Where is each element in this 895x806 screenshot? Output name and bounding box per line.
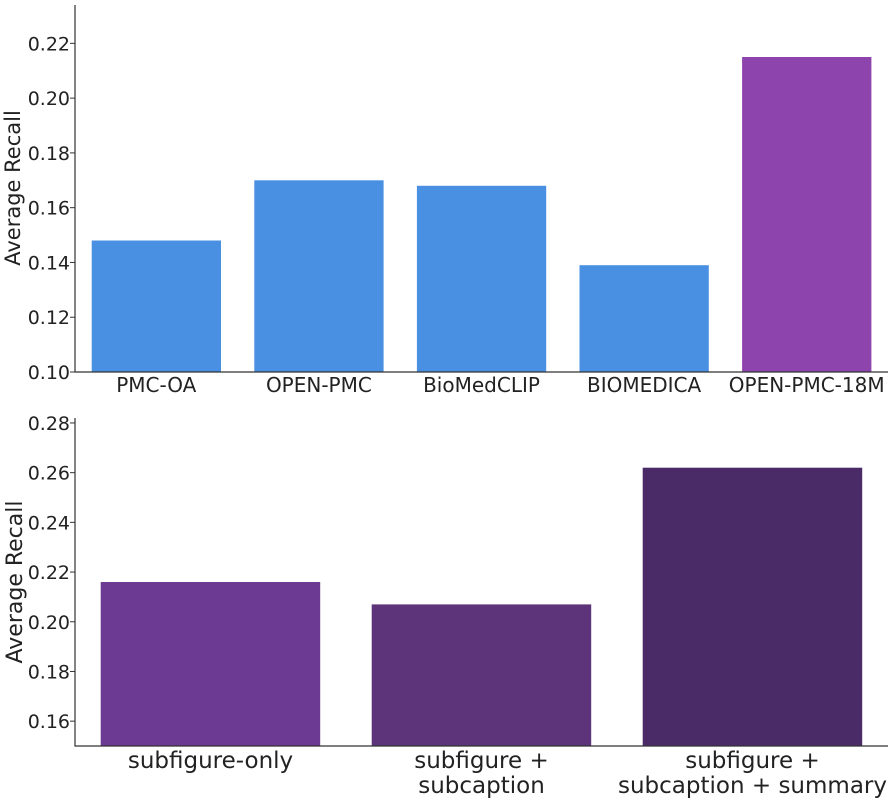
bar-subfigure-subcaption [371, 604, 592, 746]
y-tick-label: 0.16 [28, 198, 70, 220]
x-tick-label: subfigure-only [128, 748, 293, 774]
y-tick-label: 0.18 [28, 661, 70, 683]
bar-biomedclip [416, 185, 547, 372]
y-axis-label: Average Recall [1, 110, 25, 266]
y-tick-label: 0.10 [28, 362, 70, 384]
recall-by-dataset-chart: 0.10 0.12 0.14 0.16 0.18 0.20 0.22 PMC-OA OPEN-P… [1, 5, 888, 397]
y-axis-label: Average Recall [3, 501, 28, 664]
y-tick-label: 0.20 [28, 88, 70, 110]
x-tick-label: BIOMEDICA [587, 373, 702, 397]
y-tick-label: 0.28 [28, 413, 70, 435]
recall-by-input-chart: 0.16 0.18 0.20 0.22 0.24 0.26 0.28 subfigure-on… [3, 413, 888, 799]
y-tick-label: 0.26 [28, 463, 70, 485]
y-tick-label: 0.22 [28, 562, 70, 584]
bar-subfigure-subcaption-summary [642, 467, 863, 746]
x-tick-label: OPEN-PMC [266, 373, 372, 397]
x-tick-label: subfigure + subcaption [414, 748, 549, 799]
y-tick-label: 0.20 [28, 612, 70, 634]
y-tick-label: 0.12 [28, 307, 70, 329]
y-tick-label: 0.18 [28, 143, 70, 165]
bar-open-pmc [254, 180, 384, 372]
x-tick-label: BioMedCLIP [423, 373, 540, 397]
y-tick-label: 0.22 [28, 33, 70, 55]
x-tick-label: PMC-OA [116, 373, 196, 397]
y-tick-label: 0.16 [28, 711, 70, 733]
bar-open-pmc-18m [742, 57, 872, 372]
y-tick-label: 0.14 [28, 252, 70, 274]
y-tick-label: 0.24 [28, 512, 70, 534]
x-tick-label: OPEN-PMC-18M [729, 373, 885, 397]
bar-biomedica [579, 265, 709, 372]
bar-subfigure-only [100, 582, 321, 746]
bar-pmc-oa [91, 240, 221, 372]
axis-spine [74, 418, 888, 747]
x-tick-label: subfigure + subcaption + summary [618, 748, 887, 799]
